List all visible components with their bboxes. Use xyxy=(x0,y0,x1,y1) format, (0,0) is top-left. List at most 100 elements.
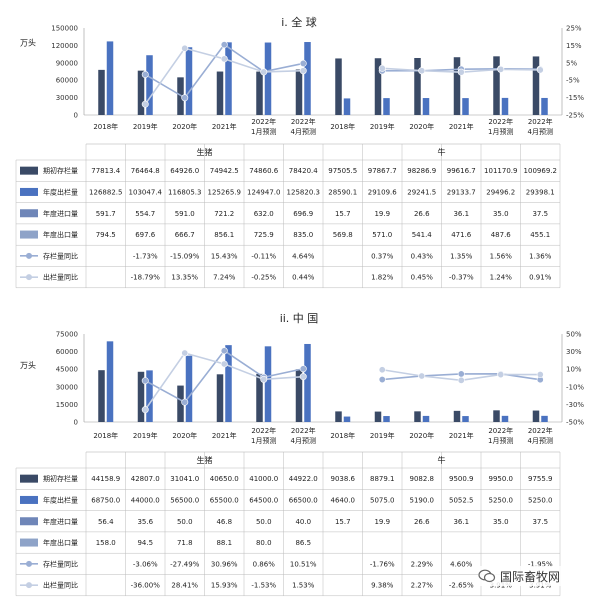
table-cell: 19.9 xyxy=(374,518,390,526)
x-tick-label: 2022年 xyxy=(488,426,513,435)
bar-stock xyxy=(177,385,184,422)
x-tick-label: 2020年 xyxy=(409,431,434,440)
bar-production xyxy=(106,341,114,422)
table-cell: 5052.5 xyxy=(449,496,474,504)
table-cell: 9755.9 xyxy=(528,475,553,483)
bar-production xyxy=(106,41,114,115)
line-stock-yoy-point xyxy=(457,370,465,378)
bar-production xyxy=(304,42,311,115)
x-tick-label: 2020年 xyxy=(409,122,434,131)
line-production-yoy-point xyxy=(260,68,268,76)
table-cell: 26.6 xyxy=(414,518,430,526)
line-production-yoy-point xyxy=(181,44,189,52)
table-cell: 2.29% xyxy=(411,560,434,568)
table-cell: 103047.4 xyxy=(129,188,163,196)
bar-stock xyxy=(256,373,263,422)
table-cell: 0.44% xyxy=(292,274,315,282)
y2-tick-label: 50% xyxy=(566,331,582,339)
line-production-yoy-point xyxy=(220,55,228,63)
table-cell: 86.5 xyxy=(295,539,311,547)
table-cell: 9082.8 xyxy=(410,475,435,483)
table-cell: 36.1 xyxy=(453,210,469,218)
table-cell: 68750.0 xyxy=(91,496,120,504)
x-tick-label: 1月预测 xyxy=(251,127,276,136)
x-tick-label: 2022年 xyxy=(488,117,513,126)
bar-stock xyxy=(453,410,461,422)
bar-stock xyxy=(532,56,540,115)
table-cell: 78420.4 xyxy=(289,167,318,175)
x-tick-label: 2022年 xyxy=(291,117,316,126)
bar-production xyxy=(422,415,430,422)
legend-swatch xyxy=(20,209,38,218)
table-cell: 158.0 xyxy=(96,539,116,547)
y-tick-label: 150000 xyxy=(51,25,78,33)
y-tick-label: 30000 xyxy=(56,94,78,102)
bar-stock xyxy=(414,57,421,115)
line-production-yoy-point xyxy=(181,349,189,357)
legend-swatch xyxy=(20,538,38,547)
table-cell: 44922.0 xyxy=(289,475,318,483)
bar-production xyxy=(462,416,469,422)
bar-stock xyxy=(295,369,303,422)
bar-stock xyxy=(216,71,224,115)
bar-stock xyxy=(335,411,342,422)
legend-swatch xyxy=(20,517,38,526)
table-cell: -2.65% xyxy=(449,582,474,590)
bar-production xyxy=(264,346,272,422)
y-tick-label: 0 xyxy=(74,112,78,120)
line-production-yoy-point xyxy=(141,100,149,108)
table-cell: 35.0 xyxy=(493,210,509,218)
table-cell: 74942.5 xyxy=(210,167,239,175)
table-cell: 56.4 xyxy=(98,518,114,526)
table-cell: 15.7 xyxy=(335,518,351,526)
table-cell: 5250.0 xyxy=(528,496,553,504)
bar-production xyxy=(383,416,390,422)
table-cell: 15.93% xyxy=(211,582,238,590)
x-tick-label: 2022年 xyxy=(528,426,553,435)
bar-production xyxy=(462,98,469,115)
wechat-icon xyxy=(478,569,496,583)
x-tick-label: 1月预测 xyxy=(251,436,276,445)
line-production-yoy-point xyxy=(141,406,149,414)
x-tick-label: 2019年 xyxy=(370,431,395,440)
table-cell: 487.6 xyxy=(491,231,512,239)
bar-production xyxy=(225,42,232,115)
table-cell: 554.7 xyxy=(135,210,155,218)
x-tick-label: 2021年 xyxy=(449,431,474,440)
table-cell: -0.11% xyxy=(251,252,276,260)
row-label: 年度出口量 xyxy=(43,538,78,547)
table-cell: -3.06% xyxy=(133,560,158,568)
line-production-yoy-point xyxy=(536,371,544,379)
table-cell: 5250.0 xyxy=(489,496,514,504)
table-cell: 97867.7 xyxy=(368,167,397,175)
table-cell: 471.6 xyxy=(451,231,472,239)
row-label: 年度出栏量 xyxy=(43,187,78,196)
bar-stock xyxy=(532,410,540,422)
table-cell: 29109.6 xyxy=(368,188,397,196)
table-cell: -1.76% xyxy=(370,560,395,568)
group-label: 牛 xyxy=(438,147,446,157)
table-cell: 794.5 xyxy=(96,231,116,239)
table-cell: 26.6 xyxy=(414,210,430,218)
bar-stock xyxy=(493,410,500,422)
x-tick-label: 2018年 xyxy=(93,122,118,131)
bar-production xyxy=(541,97,548,115)
group-label: 生猪 xyxy=(197,147,213,157)
table-cell: 725.9 xyxy=(254,231,274,239)
bar-stock xyxy=(493,56,500,115)
panel-title: ii. 中 国 xyxy=(280,312,319,325)
table-cell: 125820.3 xyxy=(287,188,320,196)
table-cell: 4640.0 xyxy=(331,496,356,504)
line-stock-yoy-point xyxy=(378,376,386,384)
table-cell: 40650.0 xyxy=(210,475,239,483)
x-tick-label: 4月预测 xyxy=(528,436,553,445)
table-cell: 99616.7 xyxy=(447,167,476,175)
table-cell: 66500.0 xyxy=(289,496,318,504)
x-tick-label: 4月预测 xyxy=(291,127,316,136)
legend-marker xyxy=(26,582,32,589)
line-production-yoy-point xyxy=(497,65,505,73)
bar-production xyxy=(383,98,390,115)
table-cell: 80.0 xyxy=(256,539,272,547)
group-label: 牛 xyxy=(438,455,446,465)
y-tick-label: 60000 xyxy=(56,348,78,356)
